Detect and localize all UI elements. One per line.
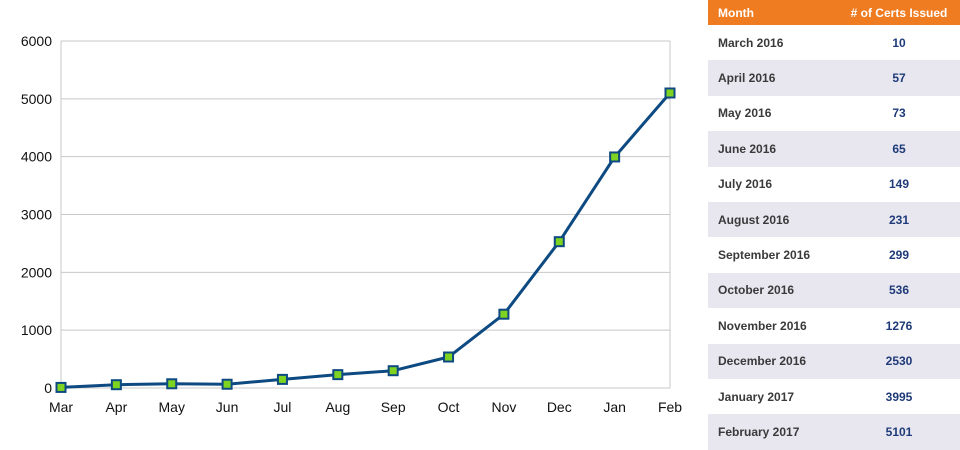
data-point [609, 151, 621, 163]
table-row: April 2016 57 [708, 60, 960, 96]
row-month: February 2017 [718, 424, 800, 439]
x-tick-label: Nov [491, 399, 516, 415]
y-tick-label: 5000 [21, 91, 52, 107]
row-month: June 2016 [718, 141, 777, 156]
row-month: July 2016 [718, 177, 773, 192]
table-row: September 2016 299 [708, 237, 960, 273]
row-certs: 5101 [885, 424, 913, 439]
row-certs: 231 [888, 212, 910, 227]
x-tick-label: Apr [105, 399, 127, 415]
row-certs: 65 [892, 141, 906, 156]
x-tick-label: May [159, 399, 185, 415]
data-point [498, 308, 510, 320]
row-month: April 2016 [718, 71, 776, 86]
x-tick-label: Oct [438, 399, 460, 415]
row-certs: 10 [892, 35, 906, 50]
line-chart: 0 1000 2000 3000 4000 5000 6000 Mar Apr May Jun Jul… [21, 33, 682, 415]
y-tick-label: 6000 [21, 33, 52, 49]
x-tick-label: Aug [325, 399, 350, 415]
row-certs: 149 [888, 177, 910, 192]
table-row: August 2016 231 [708, 201, 960, 238]
row-month: September 2016 [718, 248, 811, 263]
y-tick-label: 1000 [21, 322, 52, 338]
table-row: July 2016 149 [708, 166, 960, 202]
row-certs: 57 [892, 71, 906, 86]
data-point [276, 373, 288, 385]
table-row: March 2016 10 [708, 25, 960, 61]
chart-svg: 0 1000 2000 3000 4000 5000 6000 Mar Apr May Jun Jul… [21, 33, 682, 415]
data-point [443, 351, 455, 363]
table-header: Month # of Certs Issued [708, 0, 960, 25]
data-point [221, 378, 233, 390]
row-certs: 536 [888, 283, 910, 298]
row-month: January 2017 [718, 389, 795, 404]
x-tick-label: Feb [658, 399, 682, 415]
data-point [553, 236, 565, 248]
row-month: August 2016 [718, 212, 790, 227]
header-certs: # of Certs Issued [850, 5, 948, 20]
x-tick-label: Sep [381, 399, 406, 415]
data-point [664, 87, 676, 99]
row-month: May 2016 [718, 106, 772, 121]
row-certs: 2530 [885, 354, 913, 369]
table-row: May 2016 73 [708, 95, 960, 132]
table-row: November 2016 1276 [708, 308, 960, 344]
table-row: December 2016 2530 [708, 343, 960, 379]
row-month: March 2016 [718, 35, 784, 50]
table-row: June 2016 65 [708, 131, 960, 167]
row-month: December 2016 [718, 354, 807, 369]
row-certs: 3995 [885, 389, 913, 404]
row-certs: 1276 [885, 318, 913, 333]
x-tick-label: Jul [274, 399, 292, 415]
table-row: February 2017 5101 [708, 414, 960, 450]
row-month: October 2016 [718, 283, 795, 298]
x-tick-label: Dec [547, 399, 572, 415]
data-point [55, 381, 67, 393]
data-point [387, 365, 399, 377]
header-month: Month [718, 5, 754, 20]
row-certs: 73 [892, 106, 906, 121]
row-certs: 299 [888, 248, 910, 263]
x-tick-label: Jan [603, 399, 626, 415]
data-point [110, 379, 122, 391]
y-tick-label: 4000 [21, 149, 52, 165]
certs-table: Month # of Certs Issued March 2016 10 Ap… [708, 0, 960, 450]
x-tick-label: Jun [216, 399, 239, 415]
data-point [332, 369, 344, 381]
x-tick-label: Mar [49, 399, 73, 415]
y-tick-label: 3000 [21, 207, 52, 223]
table-row: October 2016 536 [708, 272, 960, 309]
row-month: November 2016 [718, 318, 807, 333]
y-tick-label: 2000 [21, 264, 52, 280]
table-row: January 2017 3995 [708, 378, 960, 415]
y-tick-label: 0 [44, 380, 52, 396]
series-line [60, 92, 672, 389]
data-point [166, 378, 178, 390]
